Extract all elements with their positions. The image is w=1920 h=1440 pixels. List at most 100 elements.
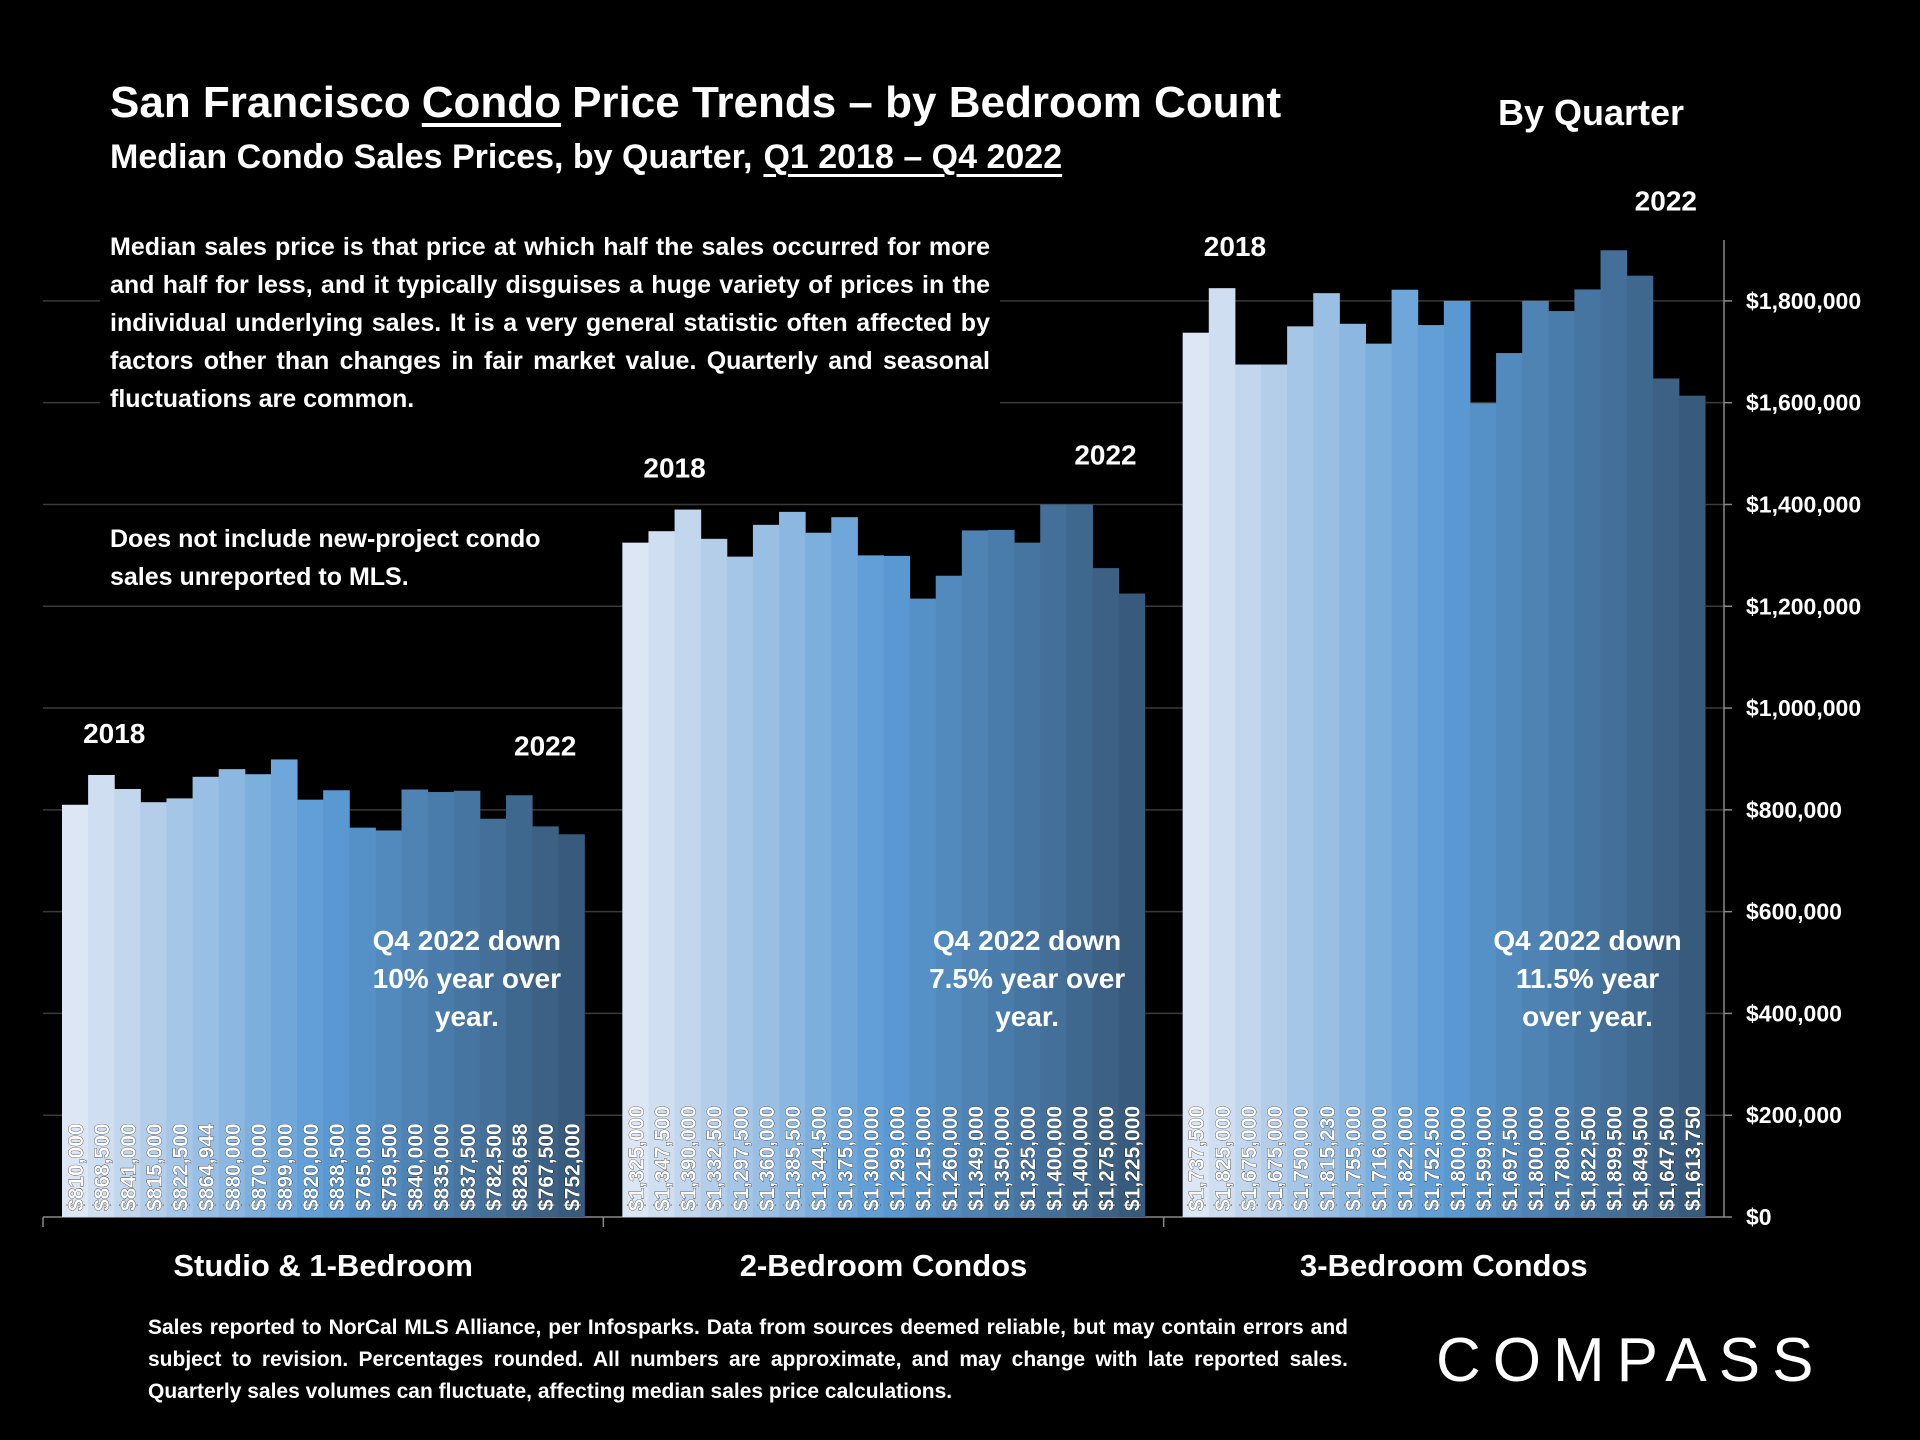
- subtitle-underlined: Q1 2018 – Q4 2022: [763, 138, 1063, 176]
- bar: [857, 555, 884, 1217]
- value-label: $1,675,000: [1238, 1106, 1261, 1211]
- end-label: 2022: [1635, 185, 1697, 216]
- start-label: 2018: [643, 453, 705, 484]
- bar: [1600, 250, 1628, 1218]
- subtitle: Median Condo Sales Prices, by Quarter, Q1…: [110, 138, 1062, 177]
- value-label: $1,849,500: [1630, 1106, 1653, 1211]
- value-label: $899,000: [274, 1123, 297, 1211]
- value-label: $1,750,000: [1290, 1106, 1313, 1211]
- bar: [558, 834, 585, 1217]
- bar: [909, 598, 937, 1217]
- bar: [1339, 323, 1366, 1217]
- bar: [726, 556, 754, 1217]
- bar: [1208, 288, 1236, 1218]
- bar: [1417, 325, 1445, 1218]
- bar: [1066, 504, 1093, 1217]
- value-label: $1,297,500: [730, 1106, 753, 1211]
- start-label: 2018: [1204, 231, 1266, 262]
- y-tick-label: $600,000: [1746, 899, 1842, 925]
- value-label: $765,000: [352, 1123, 375, 1211]
- group-note: year.: [995, 1001, 1059, 1032]
- bar: [1652, 378, 1680, 1217]
- value-label: $1,332,500: [704, 1106, 727, 1211]
- value-label: $1,275,000: [1095, 1106, 1118, 1211]
- bar: [1548, 311, 1575, 1217]
- x-tick-label: 2-Bedroom Condos: [740, 1248, 1028, 1283]
- bar: [1313, 293, 1340, 1218]
- value-label: $838,500: [326, 1123, 349, 1211]
- bar: [883, 555, 911, 1217]
- value-label: $1,299,000: [887, 1106, 910, 1211]
- group-note: over year.: [1522, 1001, 1653, 1032]
- value-label: $1,822,000: [1395, 1106, 1418, 1211]
- bar: [1626, 275, 1654, 1217]
- value-label: $1,825,000: [1212, 1106, 1235, 1211]
- y-tick-label: $0: [1746, 1204, 1772, 1230]
- bar: [349, 827, 376, 1217]
- bar: [401, 789, 429, 1217]
- value-label: $767,500: [535, 1123, 558, 1211]
- bar: [532, 826, 559, 1217]
- value-label: $1,385,500: [782, 1106, 805, 1211]
- bar: [1391, 289, 1419, 1218]
- y-tick-label: $1,800,000: [1746, 288, 1861, 314]
- bar: [1118, 593, 1146, 1217]
- bar: [1443, 300, 1471, 1217]
- y-tick-label: $200,000: [1746, 1102, 1842, 1128]
- bar: [700, 538, 728, 1217]
- bar: [1522, 300, 1549, 1217]
- y-tick-label: $400,000: [1746, 1000, 1842, 1026]
- value-label: $1,613,750: [1682, 1106, 1705, 1211]
- bar: [935, 575, 963, 1217]
- group-note: 7.5% year over: [929, 963, 1125, 994]
- bar: [192, 776, 220, 1217]
- value-label: $822,500: [170, 1123, 193, 1211]
- value-label: $1,800,000: [1525, 1106, 1548, 1211]
- value-label: $1,360,000: [756, 1106, 779, 1211]
- value-label: $1,737,500: [1186, 1106, 1209, 1211]
- bar: [505, 795, 533, 1217]
- bar: [427, 792, 455, 1217]
- bar: [674, 509, 702, 1217]
- value-label: $870,000: [248, 1123, 271, 1211]
- title-text: Price Trends – by Bedroom Count: [572, 78, 1282, 127]
- y-tick-label: $1,000,000: [1746, 695, 1861, 721]
- y-tick-label: $1,200,000: [1746, 593, 1861, 619]
- group-note: Q4 2022 down: [373, 925, 561, 956]
- value-label: $828,658: [509, 1123, 532, 1211]
- value-label: $1,300,000: [860, 1106, 883, 1211]
- bar: [166, 798, 194, 1217]
- x-tick-label: 3-Bedroom Condos: [1300, 1248, 1588, 1283]
- title-text: San Francisco: [110, 78, 411, 127]
- value-label: $1,344,500: [808, 1106, 831, 1211]
- group-note: Q4 2022 down: [1493, 925, 1681, 956]
- bar: [1261, 364, 1288, 1217]
- group-note: Q4 2022 down: [933, 925, 1121, 956]
- value-label: $810,000: [65, 1123, 88, 1211]
- value-label: $1,752,500: [1421, 1106, 1444, 1211]
- y-tick-label: $1,600,000: [1746, 390, 1861, 416]
- value-label: $759,500: [378, 1123, 401, 1211]
- start-label: 2018: [83, 718, 145, 749]
- value-label: $1,647,500: [1656, 1106, 1679, 1211]
- subtitle-text: Median Condo Sales Prices, by Quarter,: [110, 138, 753, 176]
- value-label: $1,675,000: [1264, 1106, 1287, 1211]
- group-note: 11.5% year: [1516, 963, 1659, 994]
- value-label: $815,000: [143, 1123, 166, 1211]
- corner-label: By Quarter: [1498, 92, 1685, 133]
- value-label: $1,822,500: [1577, 1106, 1600, 1211]
- end-label: 2022: [1074, 439, 1136, 470]
- bar: [1014, 542, 1041, 1217]
- bar: [1678, 395, 1706, 1218]
- bar: [453, 790, 481, 1217]
- value-label: $1,716,000: [1369, 1106, 1392, 1211]
- footer: Sales reported to NorCal MLS Alliance, p…: [148, 1316, 1348, 1403]
- value-label: $864,944: [196, 1123, 219, 1211]
- bar: [987, 529, 1015, 1217]
- value-label: $880,000: [222, 1123, 245, 1211]
- note: Median sales price is that price at whic…: [100, 228, 1000, 418]
- bar: [1287, 326, 1314, 1217]
- title-underlined: Condo: [421, 78, 562, 127]
- value-label: $1,347,500: [652, 1106, 675, 1211]
